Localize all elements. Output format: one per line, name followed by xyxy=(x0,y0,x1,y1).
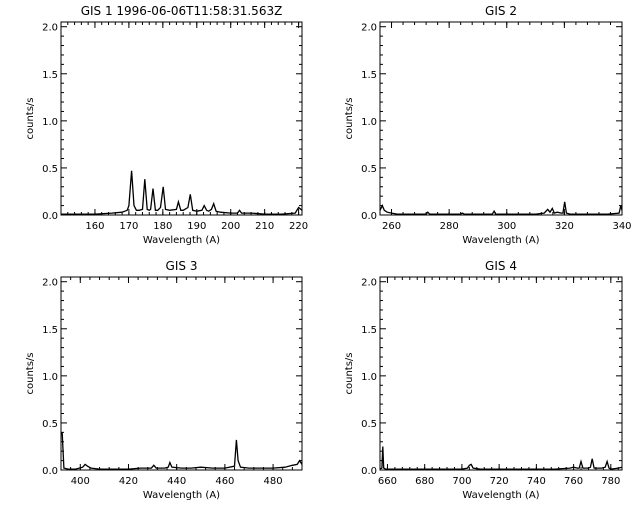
y-tick-label: 0.0 xyxy=(361,211,377,222)
y-tick-label: 1.0 xyxy=(361,117,377,128)
chart-panel-gis-2: 260 280 300 320 340 0.0 0.5 1.0 1.5 2.0 Wavelength… xyxy=(344,4,632,246)
x-tick-label: 420 xyxy=(119,476,138,487)
x-tick-label: 740 xyxy=(527,476,546,487)
series-line xyxy=(379,446,623,470)
y-tick-label: 1.0 xyxy=(361,372,377,383)
y-tick-label: 0.0 xyxy=(42,211,58,222)
chart-panel-gis-1: 160 170 180 190 200 210 220 0.0 0.5 1.0 1.5 2.0 Wave… xyxy=(25,4,308,246)
x-tick-label: 190 xyxy=(187,221,206,232)
plot-frame xyxy=(379,21,623,216)
y-axis-title: counts/s xyxy=(344,352,355,394)
x-axis-title: Wavelength (A) xyxy=(143,490,220,501)
x-tick-label: 780 xyxy=(601,476,620,487)
plot-frame xyxy=(60,276,303,471)
chart-panel-gis-3: 400 420 440 460 480 0.0 0.5 1.0 1.5 2.0 Wavelength… xyxy=(25,259,303,501)
x-tick-label: 220 xyxy=(289,221,308,232)
x-tick-label: 440 xyxy=(167,476,186,487)
x-tick-label: 700 xyxy=(452,476,471,487)
chart-title: GIS 3 xyxy=(166,259,198,273)
x-tick-label: 280 xyxy=(440,221,459,232)
y-tick-label: 0.0 xyxy=(361,466,377,477)
chart-title: GIS 2 xyxy=(485,4,517,18)
y-tick-label: 2.0 xyxy=(42,23,58,34)
y-tick-label: 2.0 xyxy=(361,278,377,289)
x-tick-label: 660 xyxy=(378,476,397,487)
y-tick-label: 0.5 xyxy=(361,164,377,175)
chart-title: GIS 4 xyxy=(485,259,517,273)
x-axis-title: Wavelength (A) xyxy=(143,235,220,246)
y-tick-label: 2.0 xyxy=(42,278,58,289)
series-line xyxy=(60,432,303,470)
chart-title: GIS 1 1996-06-06T11:58:31.563Z xyxy=(81,4,283,18)
y-tick-label: 1.5 xyxy=(42,325,58,336)
x-axis-title: Wavelength (A) xyxy=(462,235,539,246)
x-tick-label: 170 xyxy=(119,221,138,232)
x-tick-label: 180 xyxy=(153,221,172,232)
x-tick-label: 200 xyxy=(221,221,240,232)
plot-frame xyxy=(379,276,623,471)
x-tick-label: 480 xyxy=(264,476,283,487)
x-axis-title: Wavelength (A) xyxy=(462,490,539,501)
x-tick-label: 210 xyxy=(255,221,274,232)
x-tick-label: 720 xyxy=(490,476,509,487)
x-tick-label: 320 xyxy=(555,221,574,232)
y-axis-title: counts/s xyxy=(344,97,355,139)
chart-panel-gis-4: 660 680 700 720 740 760 780 0.0 0.5 1.0 1.5 2.0 Wave… xyxy=(344,259,623,501)
plot-frame xyxy=(60,21,303,216)
y-tick-label: 0.5 xyxy=(42,419,58,430)
y-axis-title: counts/s xyxy=(25,97,36,139)
x-tick-label: 400 xyxy=(71,476,90,487)
series-line xyxy=(61,170,303,215)
y-tick-label: 2.0 xyxy=(361,23,377,34)
x-tick-label: 760 xyxy=(564,476,583,487)
x-tick-label: 680 xyxy=(415,476,434,487)
x-tick-label: 260 xyxy=(382,221,401,232)
x-tick-label: 460 xyxy=(215,476,234,487)
series-line xyxy=(379,201,623,215)
y-tick-label: 1.5 xyxy=(361,325,377,336)
y-tick-label: 1.5 xyxy=(42,70,58,81)
x-tick-label: 300 xyxy=(497,221,516,232)
y-tick-label: 0.5 xyxy=(42,164,58,175)
x-tick-label: 160 xyxy=(85,221,104,232)
y-tick-label: 0.5 xyxy=(361,419,377,430)
y-tick-label: 1.5 xyxy=(361,70,377,81)
y-tick-label: 1.0 xyxy=(42,372,58,383)
x-tick-label: 340 xyxy=(612,221,631,232)
y-axis-title: counts/s xyxy=(25,352,36,394)
y-tick-label: 1.0 xyxy=(42,117,58,128)
y-tick-label: 0.0 xyxy=(42,466,58,477)
